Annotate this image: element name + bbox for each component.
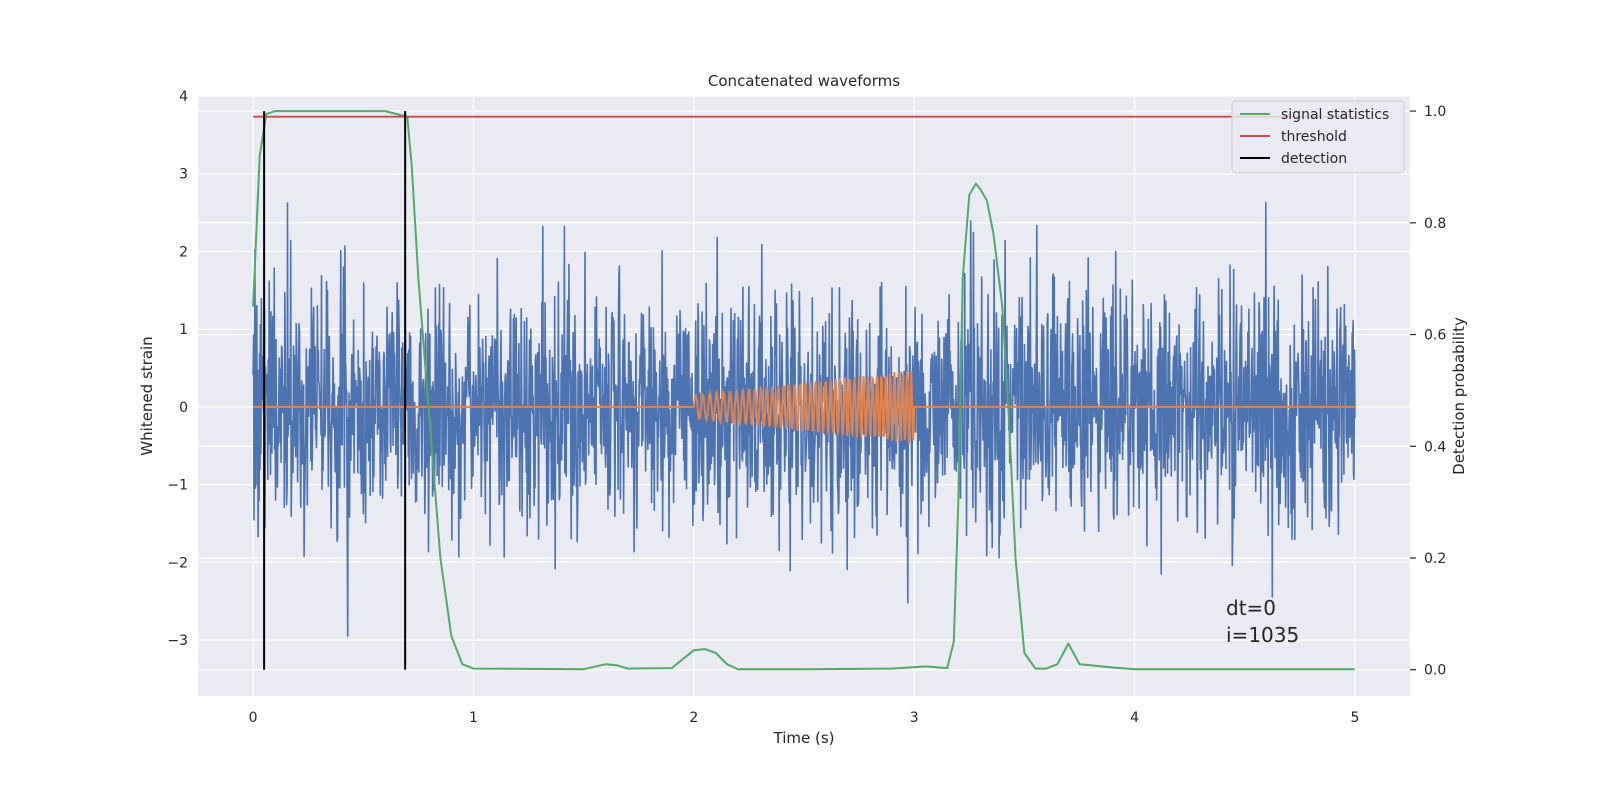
x-tick-label: 5 bbox=[1350, 710, 1359, 726]
y2-tick-label: 1.0 bbox=[1424, 104, 1446, 120]
x-tick-label: 2 bbox=[689, 710, 698, 726]
y-tick-label: 3 bbox=[179, 167, 188, 183]
x-tick-label: 0 bbox=[249, 710, 258, 726]
y2-tick-label: 0.4 bbox=[1424, 439, 1446, 455]
legend-label: detection bbox=[1281, 151, 1347, 167]
y2-tick-label: 0.6 bbox=[1424, 328, 1446, 344]
y-tick-label: −3 bbox=[167, 633, 188, 649]
y-tick-label: 1 bbox=[179, 322, 188, 338]
axes: 0 1 2 3 4 5 4 3 2 1 0 −1 −2 −3 0.0 0.2 0.4 0.6 0.8 1.0 bbox=[167, 89, 1446, 726]
y-tick-label: 4 bbox=[179, 89, 188, 105]
legend-label: signal statistics bbox=[1281, 107, 1389, 123]
annotation-dt: dt=0 bbox=[1226, 596, 1276, 620]
signal-statistics-series bbox=[252, 110, 1355, 671]
annotation-i: i=1035 bbox=[1226, 623, 1299, 647]
y-tick-label: 0 bbox=[179, 400, 188, 416]
y2-tick-label: 0.2 bbox=[1424, 551, 1446, 567]
legend-label: threshold bbox=[1281, 129, 1347, 145]
x-axis-label: Time (s) bbox=[773, 729, 835, 747]
y-tick-label: −1 bbox=[167, 478, 188, 494]
legend-box bbox=[1231, 100, 1405, 174]
x-tick-label: 3 bbox=[910, 710, 919, 726]
y-tick-label: 2 bbox=[179, 244, 188, 260]
y2-axis-label: Detection probability bbox=[1450, 317, 1468, 475]
legend: signal statistics threshold detection bbox=[1231, 100, 1405, 174]
y-axis-label: Whitened strain bbox=[138, 336, 156, 455]
y-tick-label: −2 bbox=[167, 555, 188, 571]
y2-tick-label: 0.8 bbox=[1424, 216, 1446, 232]
chart-title: Concatenated waveforms bbox=[708, 72, 900, 90]
noise-series bbox=[252, 201, 1356, 637]
series-layer bbox=[252, 110, 1356, 671]
x-tick-label: 1 bbox=[469, 710, 478, 726]
chirp-series bbox=[253, 370, 1355, 444]
y2-tick-label: 0.0 bbox=[1424, 663, 1446, 679]
x-tick-label: 4 bbox=[1130, 710, 1139, 726]
